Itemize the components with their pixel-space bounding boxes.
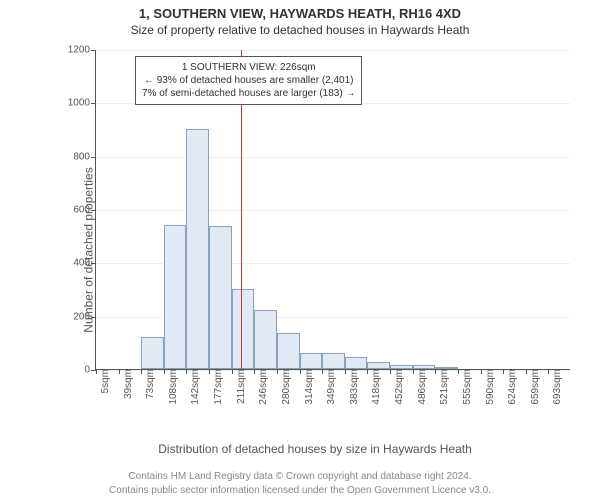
x-tick-label: 280sqm — [281, 369, 292, 405]
callout-box: 1 SOUTHERN VIEW: 226sqm ← 93% of detache… — [135, 56, 362, 105]
histogram-bar — [413, 365, 436, 369]
x-tick-label: 659sqm — [530, 369, 541, 405]
x-tick-label: 521sqm — [439, 369, 450, 405]
x-tick-label: 142sqm — [190, 369, 201, 405]
x-tick-label: 211sqm — [236, 369, 247, 404]
histogram-bar — [277, 333, 300, 369]
page-title-line2: Size of property relative to detached ho… — [0, 21, 600, 41]
callout-line1: 1 SOUTHERN VIEW: 226sqm — [142, 61, 355, 74]
x-axis-label: Distribution of detached houses by size … — [60, 442, 570, 456]
y-tick-label: 200 — [73, 311, 96, 322]
histogram-bar — [435, 367, 458, 369]
x-tick-label: 486sqm — [417, 369, 428, 405]
y-tick-label: 800 — [73, 151, 96, 162]
x-tick-label: 452sqm — [394, 369, 405, 405]
x-tick-label: 39sqm — [123, 369, 134, 399]
x-tick-label: 383sqm — [349, 369, 360, 405]
gridline — [96, 50, 570, 51]
x-tick-label: 624sqm — [507, 369, 518, 405]
histogram-bar — [186, 129, 209, 369]
gridline — [96, 157, 570, 158]
y-tick-label: 400 — [73, 258, 96, 269]
x-tick-label: 108sqm — [168, 369, 179, 405]
gridline — [96, 210, 570, 211]
x-tick-label: 246sqm — [258, 369, 269, 405]
x-tick-label: 73sqm — [145, 369, 156, 399]
x-tick-label: 5sqm — [100, 369, 111, 393]
histogram-bar — [300, 353, 323, 369]
callout-line2: ← 93% of detached houses are smaller (2,… — [142, 74, 355, 87]
footer-line1: Contains HM Land Registry data © Crown c… — [0, 471, 600, 482]
histogram-bar — [254, 310, 277, 369]
histogram-bar — [322, 353, 345, 369]
x-tick-label: 418sqm — [371, 369, 382, 405]
histogram-bar — [209, 226, 232, 369]
x-tick-label: 693sqm — [552, 369, 563, 405]
x-tick-label: 590sqm — [485, 369, 496, 405]
x-tick-label: 555sqm — [462, 369, 473, 405]
x-tick-label: 349sqm — [326, 369, 337, 405]
histogram-bar — [345, 357, 368, 369]
histogram-bar — [367, 362, 390, 369]
x-tick-label: 314sqm — [304, 369, 315, 405]
y-tick-label: 1000 — [68, 98, 96, 109]
chart-area: 0200400600800100012005sqm39sqm73sqm108sq… — [60, 50, 570, 420]
x-tick-label: 177sqm — [213, 369, 224, 405]
y-tick-label: 600 — [73, 205, 96, 216]
page-title-line1: 1, SOUTHERN VIEW, HAYWARDS HEATH, RH16 4… — [0, 0, 600, 21]
y-tick-label: 1200 — [68, 45, 96, 56]
footer-line2: Contains public sector information licen… — [0, 485, 600, 496]
histogram-bar — [164, 225, 187, 369]
callout-line3: 7% of semi-detached houses are larger (1… — [142, 87, 355, 100]
histogram-bar — [390, 365, 413, 369]
histogram-bar — [141, 337, 164, 369]
histogram-bar — [232, 289, 255, 369]
y-tick-label: 0 — [84, 365, 96, 376]
